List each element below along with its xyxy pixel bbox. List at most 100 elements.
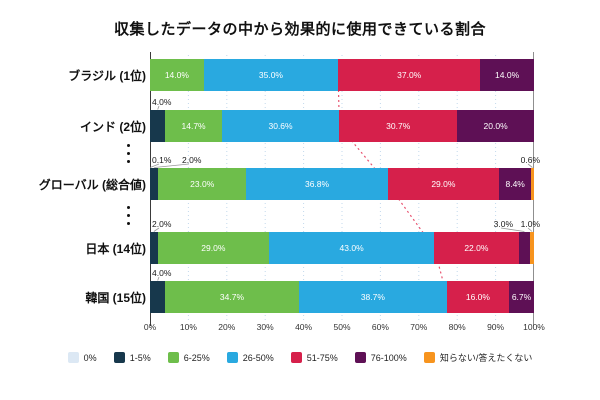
bar-segment: 14.0% bbox=[480, 59, 534, 91]
bar-segment: 36.8% bbox=[246, 168, 388, 200]
bar-segment: 23.0% bbox=[158, 168, 247, 200]
legend-item: 1-5% bbox=[113, 352, 151, 363]
bar-segment bbox=[150, 168, 159, 200]
leader-line bbox=[153, 227, 160, 232]
legend-item: 76-100% bbox=[354, 352, 407, 363]
segment-label: 14.0% bbox=[164, 70, 189, 80]
bar-row: 34.7% 38.7% 16.0% 6.7% bbox=[150, 281, 534, 313]
leader-line bbox=[500, 227, 525, 232]
ellipsis-dot bbox=[127, 160, 130, 163]
legend-item: 51-75% bbox=[290, 352, 338, 363]
ellipsis-dot bbox=[127, 214, 130, 217]
segment-label: 14.7% bbox=[181, 121, 206, 131]
legend-swatch bbox=[354, 352, 366, 363]
outside-label: 2.0% bbox=[182, 155, 202, 165]
axis-tick-label: 0% bbox=[143, 322, 157, 332]
bar-segment bbox=[530, 232, 534, 264]
leader-line bbox=[527, 227, 533, 232]
axis-tick-label: 50% bbox=[333, 322, 351, 332]
ellipsis-dot bbox=[127, 222, 130, 225]
legend-label: 26-50% bbox=[242, 352, 274, 363]
legend-label: 76-100% bbox=[370, 352, 407, 363]
legend-label: 知らない/答えたくない bbox=[439, 353, 533, 363]
segment-label: 30.7% bbox=[386, 121, 411, 131]
legend-swatch bbox=[290, 352, 302, 363]
outside-label: 4.0% bbox=[152, 268, 172, 278]
axis-tick-label: 30% bbox=[256, 322, 274, 332]
legend: 0% 1-5% 6-25% 26-50% 51-75% 76-100% 知らない/答えたくな… bbox=[0, 351, 600, 364]
bar-segment bbox=[531, 168, 534, 200]
segment-label: 22.0% bbox=[464, 243, 489, 253]
bar-segment bbox=[150, 110, 166, 142]
bar-segment: 22.0% bbox=[434, 232, 519, 264]
segment-label: 36.8% bbox=[304, 179, 330, 189]
leader-line bbox=[157, 276, 160, 281]
segment-label: 23.0% bbox=[190, 179, 215, 189]
outside-label: 4.0% bbox=[152, 97, 172, 107]
bar-segment: 14.7% bbox=[165, 110, 222, 142]
axis-tick-label: 70% bbox=[410, 322, 428, 332]
axis-tick-label: 60% bbox=[371, 322, 389, 332]
axis-tick-label: 80% bbox=[448, 322, 466, 332]
legend-item: 知らない/答えたくない bbox=[423, 351, 533, 364]
leader-line bbox=[154, 163, 190, 168]
bar-segment bbox=[150, 232, 158, 264]
category-label: ブラジル (1位) bbox=[68, 69, 146, 83]
bar-row: 14.7% 30.6% 30.7% 20.0% bbox=[150, 110, 534, 142]
bar-segment: 29.0% bbox=[157, 232, 270, 264]
segment-label: 6.7% bbox=[511, 292, 532, 302]
axis-tick-label: 40% bbox=[295, 322, 313, 332]
outside-label: 0.1% bbox=[152, 155, 172, 165]
leader-line bbox=[150, 163, 160, 168]
outside-label: 3.0% bbox=[493, 219, 513, 229]
legend-item: 26-50% bbox=[226, 352, 274, 363]
category-label: インド (2位) bbox=[79, 120, 146, 134]
bar-segment: 34.7% bbox=[165, 281, 299, 313]
legend-item: 0% bbox=[67, 352, 97, 363]
category-label: 日本 (14位) bbox=[85, 242, 146, 256]
legend-label: 0% bbox=[83, 352, 97, 363]
segment-label: 34.7% bbox=[219, 292, 245, 302]
segment-label: 29.0% bbox=[201, 243, 226, 253]
legend-swatch bbox=[423, 352, 435, 363]
axis-tick-label: 20% bbox=[218, 322, 236, 332]
ellipsis-dot bbox=[127, 206, 130, 209]
segment-label: 35.0% bbox=[258, 70, 283, 80]
axis-tick-label: 10% bbox=[179, 322, 197, 332]
segment-label: 20.0% bbox=[483, 121, 508, 131]
legend-swatch bbox=[167, 352, 179, 363]
legend-label: 6-25% bbox=[183, 352, 210, 363]
bar-segment: 8.4% bbox=[499, 168, 532, 200]
bar-segment: 16.0% bbox=[447, 281, 509, 313]
segment-label: 16.0% bbox=[465, 292, 490, 302]
segment-label: 29.0% bbox=[431, 179, 456, 189]
segment-label: 8.4% bbox=[505, 179, 525, 189]
bar-row: 29.0% 43.0% 22.0% bbox=[150, 232, 534, 264]
legend-label: 51-75% bbox=[306, 352, 338, 363]
bar-row: 14.0% 35.0% 37.0% 14.0% bbox=[150, 59, 534, 91]
ellipsis-dot bbox=[127, 144, 130, 147]
outside-label: 1.0% bbox=[520, 219, 540, 229]
segment-label: 43.0% bbox=[339, 243, 364, 253]
bar-segment: 29.0% bbox=[387, 168, 500, 200]
bar-segment: 14.0% bbox=[150, 59, 204, 91]
axis-tick-label: 100% bbox=[523, 322, 545, 332]
bar-segment: 43.0% bbox=[269, 232, 435, 264]
bar-row: 23.0% 36.8% 29.0% 8.4% bbox=[150, 168, 534, 200]
legend-swatch bbox=[113, 352, 125, 363]
ellipsis-dot bbox=[127, 152, 130, 155]
outside-label: 2.0% bbox=[152, 219, 172, 229]
legend-item: 6-25% bbox=[167, 352, 210, 363]
bar-segment: 37.0% bbox=[338, 59, 481, 91]
outside-label: 0.6% bbox=[520, 155, 540, 165]
legend-label: 1-5% bbox=[129, 352, 151, 363]
leader-line bbox=[157, 105, 160, 110]
axis-tick-label: 90% bbox=[487, 322, 505, 332]
legend-swatch bbox=[226, 352, 238, 363]
bar-segment bbox=[518, 232, 531, 264]
leader-line bbox=[527, 163, 533, 168]
bar-segment: 6.7% bbox=[508, 281, 534, 313]
segment-label: 38.7% bbox=[360, 292, 385, 302]
segment-label: 37.0% bbox=[397, 70, 422, 80]
